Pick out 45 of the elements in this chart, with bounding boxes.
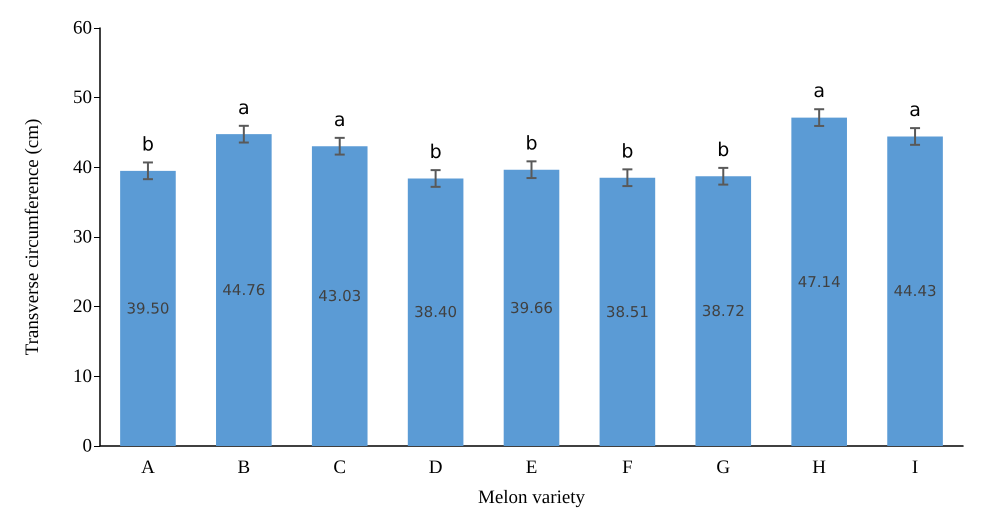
data-label: 38.40 xyxy=(414,303,458,322)
bar xyxy=(312,146,368,446)
data-label: 38.51 xyxy=(606,302,649,321)
y-tick-label: 30 xyxy=(73,226,92,248)
data-label: 44.76 xyxy=(222,281,266,300)
bar xyxy=(120,170,176,446)
bar xyxy=(408,178,464,446)
data-label: 38.72 xyxy=(702,302,745,320)
bar xyxy=(216,134,272,446)
data-label: 44.43 xyxy=(894,282,937,300)
annotation: b xyxy=(430,141,442,164)
bar xyxy=(695,176,752,446)
x-tick-label: G xyxy=(716,457,730,478)
annotation: a xyxy=(813,80,825,102)
annotation: b xyxy=(142,133,154,156)
bar xyxy=(791,118,847,446)
annotation: b xyxy=(717,138,730,161)
y-tick-label: 40 xyxy=(73,156,92,178)
y-axis-title: Transverse circumference (cm) xyxy=(22,118,43,356)
data-label: 43.03 xyxy=(318,287,362,306)
y-tick-label: 60 xyxy=(73,18,92,38)
x-tick-label: F xyxy=(622,457,633,478)
annotation: a xyxy=(238,96,250,119)
y-tick-label: 10 xyxy=(73,366,92,387)
x-tick-label: C xyxy=(333,457,346,478)
x-tick-label: B xyxy=(237,457,250,478)
bar xyxy=(504,170,560,446)
annotation: b xyxy=(525,132,538,154)
annotation: a xyxy=(334,108,346,131)
bar xyxy=(887,136,943,446)
data-label: 39.50 xyxy=(126,299,170,318)
x-tick-label: I xyxy=(912,457,918,478)
x-axis-title: Melon variety xyxy=(478,487,586,508)
x-tick-label: D xyxy=(428,457,442,478)
y-tick-label: 0 xyxy=(82,436,92,456)
x-tick-label: E xyxy=(526,457,538,478)
data-label: 39.66 xyxy=(510,298,553,317)
y-tick-label: 20 xyxy=(73,296,92,318)
y-tick-label: 50 xyxy=(73,87,92,108)
annotation: b xyxy=(621,140,634,162)
x-tick-label: A xyxy=(141,457,156,478)
data-label: 47.14 xyxy=(798,272,841,291)
bar xyxy=(600,178,656,446)
x-tick-label: H xyxy=(812,457,826,478)
annotation: a xyxy=(909,99,921,122)
